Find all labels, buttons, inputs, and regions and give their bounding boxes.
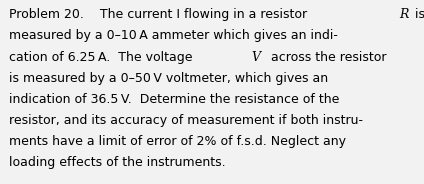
- Text: V: V: [251, 51, 260, 64]
- Text: measured by a 0–10 A ammeter which gives an indi-: measured by a 0–10 A ammeter which gives…: [9, 29, 338, 43]
- Text: loading effects of the instruments.: loading effects of the instruments.: [9, 156, 226, 169]
- Text: R: R: [399, 8, 409, 21]
- Text: resistor, and its accuracy of measurement if both instru-: resistor, and its accuracy of measuremen…: [9, 114, 363, 127]
- Text: ments have a limit of error of 2% of f.s.d. Neglect any: ments have a limit of error of 2% of f.s…: [9, 135, 346, 148]
- Text: cation of 6.25 A.  The voltage: cation of 6.25 A. The voltage: [9, 51, 197, 64]
- Text: Problem 20.    The current I flowing in a resistor: Problem 20. The current I flowing in a r…: [9, 8, 312, 21]
- Text: is: is: [411, 8, 424, 21]
- Text: is measured by a 0–50 V voltmeter, which gives an: is measured by a 0–50 V voltmeter, which…: [9, 72, 329, 85]
- Text: across the resistor: across the resistor: [263, 51, 386, 64]
- Text: indication of 36.5 V.  Determine the resistance of the: indication of 36.5 V. Determine the resi…: [9, 93, 340, 106]
